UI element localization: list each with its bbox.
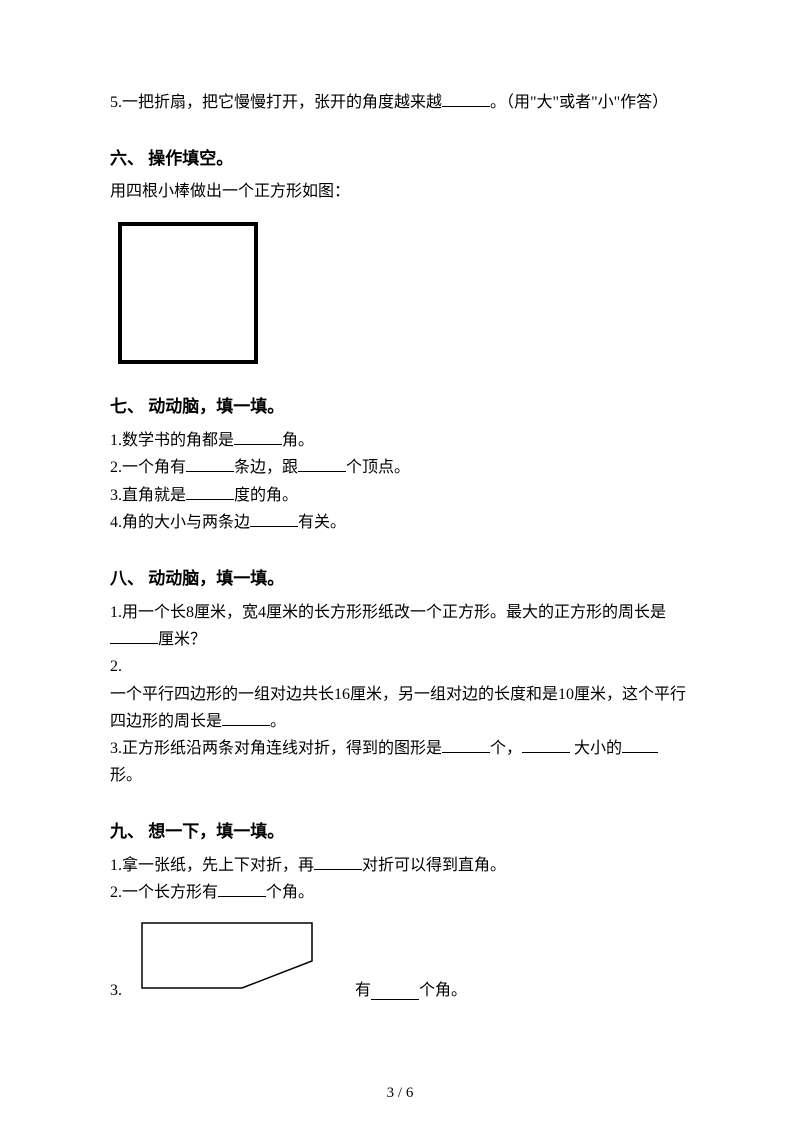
q5-prefix: 5.一把折扇，把它慢慢打开，张开的角度越来越 <box>110 94 442 111</box>
fill-blank <box>186 456 234 472</box>
q7-2-mid: 条边，跟 <box>234 459 298 476</box>
section-9-questions: 1.拿一张纸，先上下对折，再对折可以得到直角。 2.一个长方形有个角。 3. 有… <box>110 852 690 999</box>
question-5: 5.一把折扇，把它慢慢打开，张开的角度越来越 。（用"大"或者"小"作答） <box>110 90 690 116</box>
fill-blank <box>442 91 490 107</box>
q9-2: 2.一个长方形有 个角。 <box>110 879 690 906</box>
q9-2-prefix: 2.一个长方形有 <box>110 884 218 901</box>
q7-3: 3.直角就是 度的角。 <box>110 482 690 509</box>
q9-1: 1.拿一张纸，先上下对折，再 对折可以得到直角。 <box>110 852 690 879</box>
q9-3-mid: 有 <box>355 976 371 1000</box>
q8-3-suffix: 形。 <box>110 767 142 784</box>
q8-3-mid1: 个， <box>490 740 522 757</box>
section-7-questions: 1.数学书的角都是 角。 2.一个角有 条边，跟 个顶点。 3.直角就是 度的角。 4.… <box>110 427 690 536</box>
fill-blank <box>371 984 419 1000</box>
section-6-desc: 用四根小棒做出一个正方形如图： <box>110 179 690 205</box>
section-6-heading: 六、 操作填空。 <box>110 144 690 169</box>
page-number: 3 / 6 <box>0 1085 800 1102</box>
q5-suffix: 。（用"大"或者"小"作答） <box>490 94 668 111</box>
q7-1: 1.数学书的角都是 角。 <box>110 427 690 454</box>
section-9-heading: 九、 想一下，填一填。 <box>110 817 690 842</box>
q9-2-suffix: 个角。 <box>266 884 314 901</box>
q8-2: 一个平行四边形的一组对边共长16厘米，另一组对边的长度和是10厘米，这个平行四边… <box>110 681 690 735</box>
q7-2-prefix: 2.一个角有 <box>110 459 186 476</box>
q8-2-text: 一个平行四边形的一组对边共长16厘米，另一组对边的长度和是10厘米，这个平行四边… <box>110 686 686 730</box>
q7-1-prefix: 1.数学书的角都是 <box>110 432 234 449</box>
q7-4-prefix: 4.角的大小与两条边 <box>110 514 250 531</box>
q7-3-suffix: 度的角。 <box>234 487 298 504</box>
fill-blank <box>250 511 298 527</box>
fill-blank <box>622 737 658 753</box>
q8-1-prefix: 1.用一个长8厘米，宽4厘米的长方形形纸改一个正方形。最大的正方形的周长是 <box>110 604 666 621</box>
polygon-figure <box>132 913 327 1000</box>
q7-4-suffix: 有关。 <box>298 514 346 531</box>
q7-3-prefix: 3.直角就是 <box>110 487 186 504</box>
q7-1-suffix: 角。 <box>282 432 314 449</box>
q9-3: 3. 有 个角。 <box>110 913 690 1000</box>
q9-3-suffix: 个角。 <box>419 976 467 1000</box>
q9-1-suffix: 对折可以得到直角。 <box>362 857 506 874</box>
q8-3: 3.正方形纸沿两条对角连线对折，得到的图形是 个， 大小的形。 <box>110 735 690 789</box>
fill-blank <box>222 710 270 726</box>
q7-2: 2.一个角有 条边，跟 个顶点。 <box>110 454 690 481</box>
square-figure <box>118 222 258 364</box>
fill-blank <box>218 881 266 897</box>
section-8-heading: 八、 动动脑，填一填。 <box>110 564 690 589</box>
q8-3-prefix: 3.正方形纸沿两条对角连线对折，得到的图形是 <box>110 740 442 757</box>
q8-2-num: 2. <box>110 653 690 680</box>
fill-blank <box>522 737 570 753</box>
fill-blank <box>314 854 362 870</box>
q8-1: 1.用一个长8厘米，宽4厘米的长方形形纸改一个正方形。最大的正方形的周长是厘米？ <box>110 599 690 653</box>
q9-1-prefix: 1.拿一张纸，先上下对折，再 <box>110 857 314 874</box>
fill-blank <box>186 484 234 500</box>
fill-blank <box>298 456 346 472</box>
q7-4: 4.角的大小与两条边 有关。 <box>110 509 690 536</box>
fill-blank <box>234 429 282 445</box>
q9-3-num: 3. <box>110 982 122 1000</box>
q8-1-suffix: 厘米？ <box>158 631 206 648</box>
section-8-questions: 1.用一个长8厘米，宽4厘米的长方形形纸改一个正方形。最大的正方形的周长是厘米？… <box>110 599 690 789</box>
q8-2-suffix: 。 <box>270 713 286 730</box>
fill-blank <box>442 737 490 753</box>
section-7-heading: 七、 动动脑，填一填。 <box>110 392 690 417</box>
q8-3-mid2: 大小的 <box>570 740 622 757</box>
q7-2-suffix: 个顶点。 <box>346 459 410 476</box>
fill-blank <box>110 628 158 644</box>
